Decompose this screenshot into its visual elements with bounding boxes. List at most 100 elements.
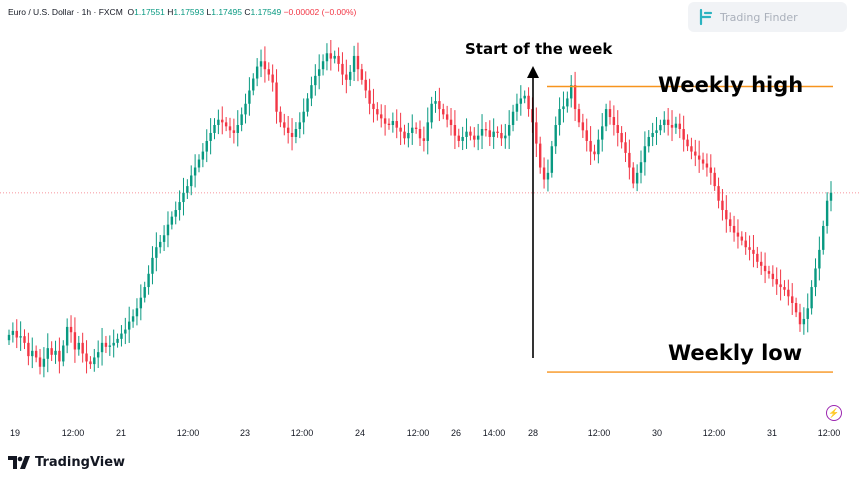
- candle-body: [686, 139, 689, 147]
- candle-body: [236, 125, 239, 133]
- trading-finder-logo-icon: [699, 8, 713, 26]
- candle-body: [511, 111, 515, 126]
- candle-body: [391, 121, 395, 126]
- candle-body: [349, 71, 352, 80]
- candle-body: [453, 125, 457, 136]
- candle-body: [430, 103, 433, 123]
- candle-body: [449, 119, 453, 126]
- candle-body: [93, 357, 96, 365]
- candle-body: [597, 139, 600, 155]
- candle-body: [794, 303, 798, 313]
- candle-body: [34, 350, 38, 358]
- candle-body: [162, 235, 166, 242]
- candle-body: [174, 210, 177, 217]
- candle-body: [492, 131, 495, 137]
- candle-body: [570, 85, 573, 99]
- candle-body: [333, 55, 336, 59]
- candle-body: [736, 232, 740, 237]
- candle-body: [507, 125, 511, 136]
- candle-body: [252, 78, 255, 91]
- lightning-bolt-icon[interactable]: ⚡: [826, 405, 842, 421]
- candle-body: [670, 125, 674, 128]
- candle-body: [27, 342, 30, 357]
- candle-body: [283, 122, 286, 128]
- candle-body: [7, 334, 11, 341]
- candle-body: [240, 114, 243, 126]
- candle-body: [11, 330, 15, 335]
- candle-body: [201, 151, 205, 160]
- candle-body: [255, 66, 259, 79]
- candle-body: [345, 74, 348, 80]
- candle-body: [791, 296, 794, 304]
- x-tick-label: 14:00: [482, 428, 506, 438]
- candle-body: [159, 241, 162, 248]
- x-tick-label: 30: [651, 428, 663, 438]
- candle-body: [694, 151, 697, 156]
- candle-body: [15, 330, 18, 338]
- candle-body: [205, 140, 208, 152]
- candle-body: [279, 111, 282, 123]
- candle-body: [151, 257, 154, 274]
- candle-body: [604, 109, 608, 127]
- trading-finder-text: Trading Finder: [720, 10, 798, 24]
- candle-body: [127, 321, 131, 330]
- candle-body: [829, 192, 833, 201]
- weekly-high-label: Weekly high: [658, 73, 804, 97]
- start-of-week-label: Start of the week: [465, 40, 613, 58]
- candle-body: [77, 342, 80, 350]
- candle-body: [624, 142, 627, 153]
- candle-body: [442, 109, 445, 115]
- candle-body: [244, 103, 247, 115]
- candle-body: [573, 85, 577, 110]
- candle-body: [635, 172, 639, 184]
- candle-body: [42, 358, 46, 367]
- candle-body: [616, 125, 619, 133]
- x-tick-label: 26: [450, 428, 462, 438]
- tradingview-logo[interactable]: TradingView: [8, 455, 125, 470]
- candle-body: [209, 132, 212, 141]
- candle-body: [383, 118, 387, 124]
- candle-body: [748, 247, 751, 250]
- candle-body: [554, 125, 557, 147]
- candle-body: [422, 138, 426, 141]
- candle-body: [810, 287, 813, 309]
- candle-body: [310, 85, 313, 99]
- candle-body: [271, 74, 274, 83]
- candle-body: [608, 109, 612, 118]
- candle-body: [690, 146, 693, 152]
- candle-body: [155, 247, 158, 258]
- candle-body: [38, 357, 42, 367]
- candle-body: [709, 167, 713, 173]
- candle-body: [124, 329, 127, 334]
- candle-body: [294, 128, 298, 137]
- candle-body: [728, 219, 732, 226]
- candle-body: [139, 297, 143, 309]
- candle-body: [325, 53, 329, 62]
- candle-body: [298, 122, 302, 129]
- candle-body: [286, 127, 290, 133]
- candle-body: [54, 350, 57, 355]
- candle-body: [190, 175, 193, 187]
- candle-body: [725, 210, 728, 220]
- candle-body: [659, 125, 662, 131]
- candle-body: [81, 342, 84, 354]
- candle-body: [356, 55, 360, 70]
- candle-body: [775, 279, 778, 285]
- candle-body: [577, 109, 581, 123]
- candle-body: [488, 130, 491, 137]
- candle-body: [581, 122, 585, 131]
- low-value: 1.17495: [211, 7, 242, 17]
- candle-body: [135, 308, 139, 317]
- candle-body: [372, 103, 375, 110]
- candle-body: [546, 172, 550, 180]
- candle-body: [108, 345, 112, 347]
- candle-body: [783, 287, 786, 290]
- candle-body: [461, 136, 464, 141]
- candle-body: [426, 122, 429, 141]
- x-tick-label: 12:00: [587, 428, 611, 438]
- candle-body: [798, 312, 802, 325]
- candle-body: [806, 308, 809, 319]
- candle-body: [403, 131, 406, 139]
- candle-body: [445, 114, 449, 120]
